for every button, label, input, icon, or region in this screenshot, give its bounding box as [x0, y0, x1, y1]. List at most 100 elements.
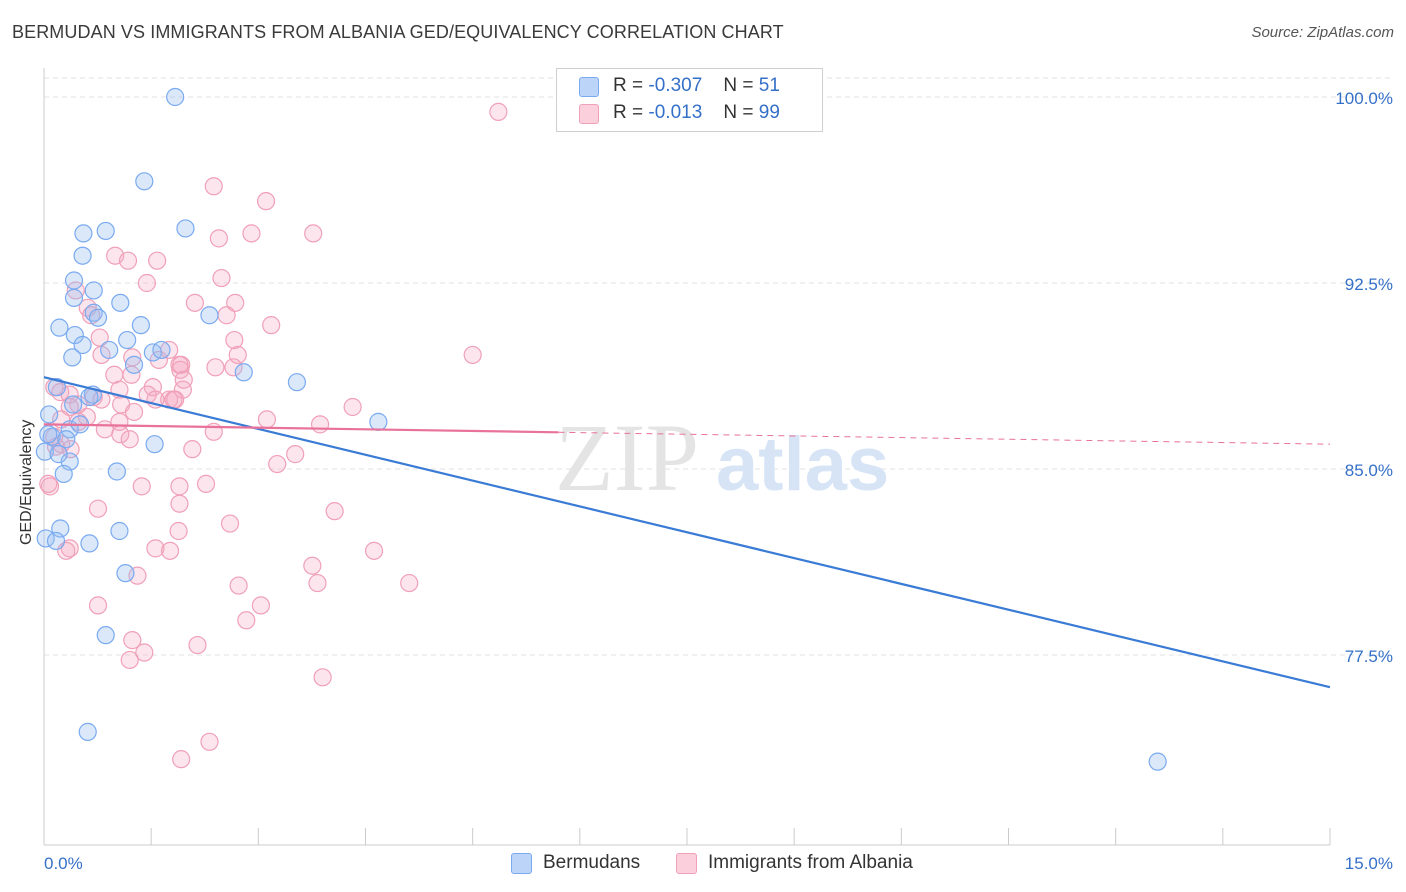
point-albania	[95, 420, 114, 439]
series-swatch-albania	[676, 853, 697, 874]
point-albania	[170, 355, 189, 374]
legend-r-label: R =	[613, 75, 644, 96]
point-albania	[196, 474, 216, 493]
point-albania	[343, 397, 362, 417]
point-bermudans	[200, 306, 219, 325]
legend-n-value: 51	[758, 75, 780, 96]
legend-r-value: -0.013	[648, 102, 703, 123]
source-note: Source: ZipAtlas.com	[1251, 24, 1394, 41]
point-bermudans	[152, 340, 171, 360]
legend-n-label: N =	[723, 75, 754, 96]
point-albania	[124, 402, 144, 422]
y-tick-label: 100.0%	[1335, 89, 1393, 108]
point-albania	[242, 224, 261, 243]
point-albania	[82, 306, 101, 325]
point-albania	[217, 306, 236, 325]
x-tick-label: 15.0%	[1345, 854, 1393, 873]
watermark-atlas: atlas	[716, 422, 889, 507]
point-albania	[304, 224, 323, 243]
point-bermudans	[80, 387, 99, 407]
point-albania	[174, 370, 193, 389]
point-albania	[220, 514, 240, 533]
legend-swatch-bermudans	[579, 77, 599, 97]
point-albania	[166, 390, 185, 409]
legend-text-bermudans: R = -0.307 N = 51	[613, 75, 780, 97]
chart-title: BERMUDAN VS IMMIGRANTS FROM ALBANIA GED/…	[12, 22, 784, 42]
point-bermudans	[118, 330, 137, 350]
point-albania	[257, 410, 277, 429]
series-label-bermudans: Bermudans	[543, 852, 641, 873]
point-bermudans	[1148, 752, 1167, 771]
point-bermudans	[40, 405, 59, 424]
legend-swatch-albania	[579, 104, 599, 124]
series-label-albania: Immigrants from Albania	[708, 852, 913, 873]
point-bermudans	[49, 445, 68, 464]
point-bermudans	[42, 427, 61, 446]
point-albania	[212, 268, 231, 288]
point-albania	[183, 440, 202, 459]
point-albania	[132, 477, 151, 496]
point-albania	[173, 380, 192, 399]
point-albania	[237, 611, 256, 630]
point-bermudans	[54, 464, 73, 484]
legend-n-value: 99	[758, 102, 780, 123]
point-albania	[229, 576, 248, 595]
point-bermudans	[96, 626, 115, 645]
point-albania	[325, 502, 344, 521]
point-bermudans	[73, 246, 92, 265]
point-albania	[225, 330, 244, 350]
trend-line-albania	[43, 423, 559, 434]
point-albania	[137, 273, 156, 293]
point-bermudans	[64, 288, 84, 307]
point-bermudans	[176, 219, 195, 238]
series-swatch-bermudans	[511, 853, 532, 874]
point-albania	[463, 345, 482, 365]
point-bermudans	[116, 564, 135, 583]
point-albania	[200, 732, 219, 751]
point-albania	[400, 573, 419, 593]
point-albania	[118, 251, 138, 270]
tick-labels: 77.5% 85.0% 92.5% 100.0% 0.0% 15.0%	[44, 89, 1393, 873]
trend-lines	[43, 376, 1331, 689]
axes	[43, 68, 1331, 846]
point-albania	[313, 668, 332, 687]
point-bermudans	[234, 363, 253, 382]
y-tick-label: 85.0%	[1345, 461, 1393, 480]
point-albania	[120, 430, 139, 449]
point-bermudans	[35, 442, 54, 461]
point-albania	[170, 494, 189, 513]
point-bermudans	[39, 425, 58, 444]
point-albania	[226, 293, 245, 312]
point-bermudans	[73, 335, 92, 355]
point-albania	[60, 397, 79, 417]
point-albania	[148, 251, 167, 270]
point-albania	[160, 541, 180, 560]
point-bermudans	[369, 412, 388, 431]
legend-text-albania: R = -0.013 N = 99	[613, 102, 780, 124]
point-bermudans	[47, 378, 66, 397]
y-tick-label: 77.5%	[1345, 647, 1393, 666]
legend-r-label: R =	[613, 102, 644, 123]
point-bermudans	[124, 355, 144, 374]
point-bermudans	[64, 395, 83, 414]
point-bermudans	[111, 293, 130, 312]
series-legend: Bermudans Immigrants from Albania	[0, 852, 1406, 878]
trend-line-albania-extrapolated	[558, 431, 1331, 445]
point-albania	[172, 750, 191, 769]
point-albania	[251, 596, 271, 615]
y-tick-label: 92.5%	[1345, 275, 1393, 294]
point-bermudans	[50, 318, 69, 337]
point-bermudans	[80, 534, 99, 553]
stats-legend: R = -0.307 N = 51 R = -0.013 N = 99	[556, 68, 823, 132]
point-albania	[206, 358, 225, 377]
point-bermudans	[135, 172, 154, 191]
point-albania	[303, 556, 322, 575]
x-tick-label: 0.0%	[44, 854, 83, 873]
legend-r-value: -0.307	[648, 75, 703, 96]
legend-n-label: N =	[723, 102, 754, 123]
point-albania	[188, 635, 207, 655]
point-bermudans	[74, 224, 93, 243]
point-albania	[171, 360, 190, 379]
point-bermudans	[100, 340, 119, 360]
